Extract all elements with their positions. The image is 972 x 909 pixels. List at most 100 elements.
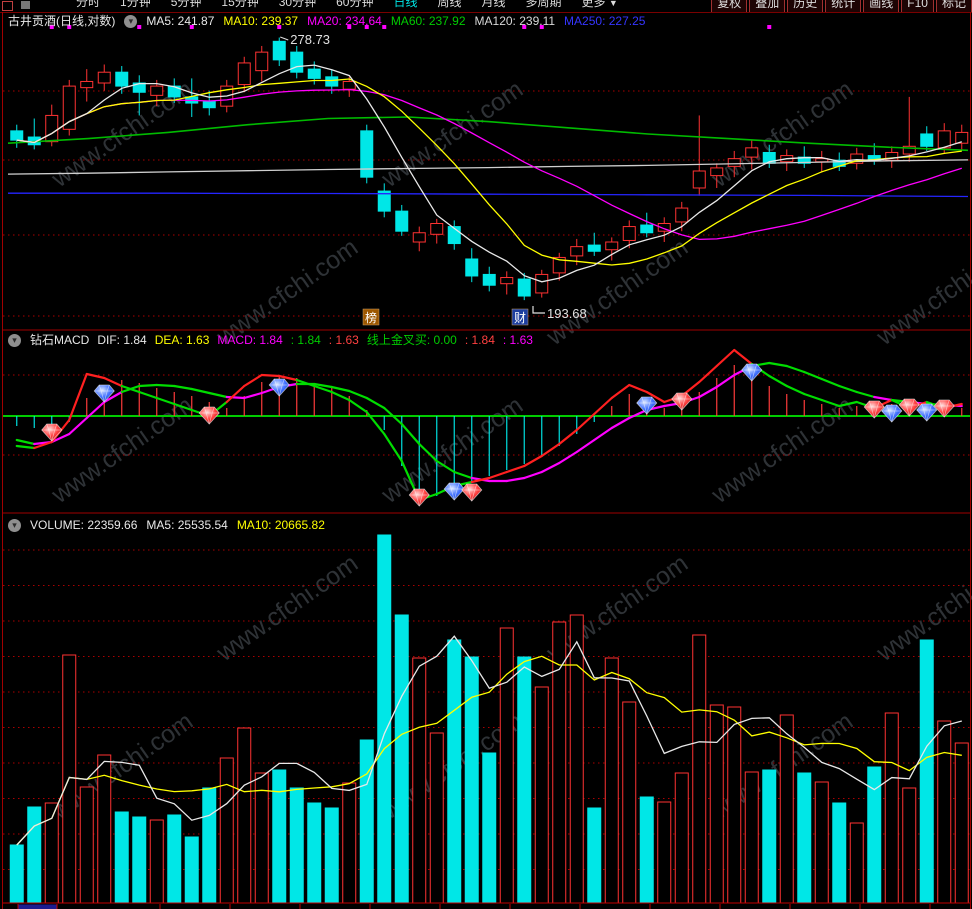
period-tab-分时[interactable]: 分时 — [76, 0, 101, 9]
signal-dot — [67, 25, 72, 29]
event-tag-财[interactable]: 财 — [511, 308, 529, 326]
volume-bar — [202, 787, 217, 904]
dea-line — [610, 416, 631, 430]
period-tab-1分钟[interactable]: 1分钟 — [120, 0, 151, 9]
macd-value-label: 线上金叉买: 0.00 — [366, 333, 457, 347]
volume-bar — [342, 782, 357, 904]
candle-body — [517, 278, 531, 297]
dif-line — [505, 464, 526, 474]
kline-panel — [7, 37, 969, 301]
buy-diamond-icon — [863, 400, 885, 419]
dea-line — [400, 422, 421, 446]
candle-body — [465, 258, 479, 277]
date-range-highlight[interactable] — [18, 904, 57, 909]
volume-bar — [552, 621, 567, 904]
tool-button-复权[interactable]: 复权 — [711, 0, 748, 12]
ma-value-label: MA60: 237.92 — [390, 14, 466, 28]
dea-line — [208, 391, 228, 399]
volume-bar — [832, 802, 847, 904]
list-icon[interactable] — [21, 1, 30, 9]
volume-bar — [272, 769, 287, 904]
period-tab-日线[interactable]: 日线 — [393, 0, 418, 9]
collapse-volume-icon[interactable]: ▾ — [8, 518, 21, 532]
candle-body — [920, 133, 934, 147]
period-tab-多周期[interactable]: 多周期 — [525, 0, 562, 9]
tool-button-叠加[interactable]: 叠加 — [749, 0, 786, 12]
volume-bar — [517, 656, 532, 904]
sell-diamond-icon — [741, 363, 763, 382]
candle-body — [360, 130, 374, 178]
volume-bar — [587, 807, 602, 904]
period-tab-周线[interactable]: 周线 — [437, 0, 462, 9]
macd-panel — [3, 348, 970, 502]
dif-line — [85, 372, 106, 380]
volume-bar — [482, 752, 497, 904]
candle-body — [150, 85, 164, 96]
period-tab-60分钟[interactable]: 60分钟 — [336, 0, 374, 9]
period-tab-15分钟[interactable]: 15分钟 — [221, 0, 259, 9]
dif-line — [593, 396, 613, 416]
dea-line — [418, 442, 438, 463]
candle-body — [255, 51, 269, 72]
event-tag-榜[interactable]: 榜 — [362, 308, 380, 326]
candle-body — [45, 114, 59, 143]
candle-body — [395, 210, 409, 232]
dif-line — [295, 378, 316, 388]
top-nav: 分时 1分钟 5分钟 15分钟 30分钟 60分钟 日线 周线 月线 多周期 更多 ▼ 复权 叠加 历史… — [0, 0, 972, 12]
candle-body — [412, 232, 426, 243]
volume-value-label: MA5: 25535.54 — [146, 518, 228, 532]
candle-body — [500, 277, 514, 285]
tool-button-F10[interactable]: F10 — [901, 0, 934, 12]
dea-line — [330, 385, 351, 393]
volume-bar — [499, 627, 514, 904]
period-tab-5分钟[interactable]: 5分钟 — [170, 0, 202, 9]
tool-button-标记[interactable]: 标记 — [935, 0, 972, 12]
dif-line — [523, 454, 543, 468]
volume-value-label: VOLUME: 22359.66 — [30, 518, 138, 532]
volume-bar — [884, 712, 899, 904]
tool-button-历史[interactable]: 历史 — [787, 0, 824, 12]
dif-line — [768, 374, 788, 388]
volume-bar — [149, 819, 164, 904]
dif-line — [838, 400, 858, 408]
dea-line — [68, 416, 88, 436]
ma-value-label: MA120: 239.11 — [474, 14, 556, 28]
volume-bar — [307, 802, 322, 904]
volume-bar — [657, 801, 672, 904]
macd-value-label: DEA: 1.63 — [154, 333, 210, 347]
sell-diamond-icon — [636, 396, 658, 415]
dea-line — [715, 373, 736, 389]
signal-dot — [189, 25, 194, 29]
ma-value-label: MA5: 241.87 — [146, 14, 215, 28]
dif-line — [330, 390, 351, 402]
volume-bar — [709, 704, 724, 904]
period-tab-更多[interactable]: 更多 ▼ — [581, 0, 618, 9]
candle-body — [570, 246, 584, 257]
sell-diamond-icon — [916, 403, 938, 422]
candle-body — [272, 40, 286, 61]
candle-body — [640, 224, 654, 234]
volume-bar — [324, 807, 339, 904]
window-icon[interactable] — [2, 1, 13, 11]
collapse-kline-icon[interactable]: ▾ — [124, 14, 138, 28]
period-tab-月线[interactable]: 月线 — [481, 0, 506, 9]
dea-line — [558, 450, 578, 465]
buy-diamond-icon — [408, 488, 430, 507]
candle-body — [535, 273, 549, 294]
candle-body — [482, 273, 496, 286]
volume-panel — [9, 534, 969, 904]
svg-text:财: 财 — [514, 311, 526, 325]
dif-line — [715, 348, 736, 368]
collapse-macd-icon[interactable]: ▾ — [8, 333, 21, 347]
dea-line — [453, 470, 473, 480]
tool-button-画线[interactable]: 画线 — [863, 0, 900, 12]
volume-bar — [219, 757, 234, 904]
volume-bar — [114, 811, 129, 904]
dif-line — [348, 398, 368, 414]
period-tab-30分钟[interactable]: 30分钟 — [278, 0, 317, 9]
signal-dot — [49, 25, 54, 29]
dif-line — [803, 392, 823, 402]
low-price-label: 193.68 — [547, 306, 587, 321]
tool-button-统计[interactable]: 统计 — [825, 0, 862, 12]
